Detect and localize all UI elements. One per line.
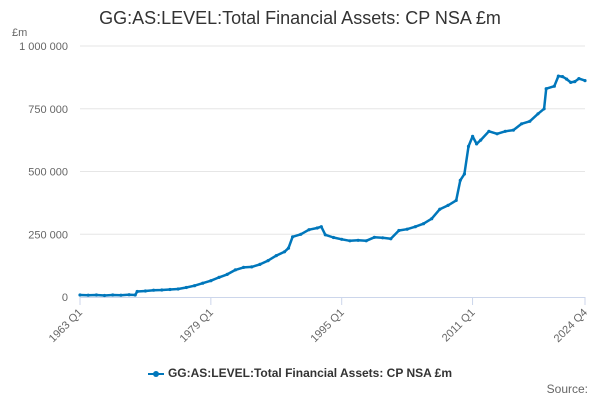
y-tick-label: 250 000: [28, 229, 68, 241]
data-point[interactable]: [135, 289, 139, 294]
data-point[interactable]: [127, 293, 131, 297]
data-point[interactable]: [405, 227, 409, 231]
legend-swatch: [147, 369, 164, 379]
data-point[interactable]: [542, 107, 546, 111]
x-axis: 1963 Q1 1979 Q1 1995 Q1 2011 Q1 2024 Q4: [47, 297, 590, 345]
x-tick-label: 1963 Q1: [47, 307, 85, 345]
data-point[interactable]: [348, 239, 352, 243]
data-point[interactable]: [573, 80, 577, 84]
data-point[interactable]: [274, 254, 278, 258]
data-point[interactable]: [152, 288, 156, 292]
data-point[interactable]: [356, 238, 360, 242]
data-point[interactable]: [565, 77, 569, 81]
y-tick-label: 0: [62, 292, 68, 304]
data-point[interactable]: [381, 236, 385, 240]
data-point[interactable]: [421, 222, 426, 226]
data-point[interactable]: [168, 287, 172, 292]
data-point[interactable]: [184, 285, 188, 290]
source-label: Source:: [546, 382, 588, 396]
data-point[interactable]: [536, 112, 540, 116]
data-point[interactable]: [315, 226, 319, 230]
y-axis: 0 250 000 500 000 750 000 1 000 000: [19, 41, 68, 304]
data-point[interactable]: [475, 142, 479, 146]
data-point[interactable]: [160, 288, 164, 292]
data-point[interactable]: [282, 250, 287, 254]
x-tick-label: 1979 Q1: [178, 307, 216, 345]
data-point[interactable]: [364, 239, 368, 243]
data-point[interactable]: [487, 129, 491, 133]
data-point[interactable]: [495, 132, 499, 136]
data-point[interactable]: [299, 232, 303, 236]
legend[interactable]: GG:AS:LEVEL:Total Financial Assets: CP N…: [0, 366, 600, 380]
data-point[interactable]: [556, 74, 561, 78]
data-point[interactable]: [511, 128, 515, 132]
data-point[interactable]: [307, 228, 311, 232]
data-point[interactable]: [438, 207, 442, 211]
y-axis-unit-label: £m: [12, 27, 27, 39]
data-point[interactable]: [291, 235, 295, 239]
data-point[interactable]: [544, 87, 548, 91]
data-point[interactable]: [466, 144, 471, 148]
grid-lines: [80, 45, 585, 235]
chart-title: GG:AS:LEVEL:Total Financial Assets: CP N…: [99, 8, 501, 28]
data-point[interactable]: [430, 217, 434, 221]
data-point[interactable]: [569, 80, 573, 84]
data-point[interactable]: [192, 284, 197, 288]
data-point[interactable]: [225, 272, 229, 276]
data-point[interactable]: [266, 259, 270, 263]
data-point[interactable]: [286, 246, 291, 250]
data-point[interactable]: [389, 237, 393, 241]
data-point[interactable]: [250, 265, 254, 269]
data-point[interactable]: [583, 79, 587, 83]
data-point[interactable]: [78, 293, 82, 297]
data-point[interactable]: [462, 172, 466, 176]
legend-label: GG:AS:LEVEL:Total Financial Assets: CP N…: [167, 366, 453, 380]
x-tick-label: 2011 Q1: [440, 307, 478, 345]
data-point[interactable]: [340, 237, 344, 241]
data-point[interactable]: [102, 293, 107, 298]
data-point[interactable]: [458, 178, 462, 182]
data-point[interactable]: [446, 203, 450, 207]
data-point[interactable]: [323, 233, 327, 237]
data-point[interactable]: [560, 75, 565, 79]
data-point[interactable]: [233, 268, 237, 272]
series-group: [78, 74, 587, 298]
data-point[interactable]: [413, 225, 417, 229]
data-point[interactable]: [86, 293, 90, 297]
data-point[interactable]: [331, 235, 336, 240]
data-point[interactable]: [471, 134, 475, 138]
data-point[interactable]: [111, 293, 115, 297]
data-point[interactable]: [372, 235, 376, 239]
y-tick-label: 750 000: [28, 104, 68, 116]
data-point[interactable]: [479, 138, 483, 142]
x-tick-label: 2024 Q4: [552, 307, 590, 345]
data-point[interactable]: [119, 293, 123, 297]
data-point[interactable]: [397, 228, 401, 233]
data-point[interactable]: [217, 275, 221, 279]
data-point[interactable]: [258, 262, 262, 266]
y-tick-label: 500 000: [28, 167, 68, 179]
data-point[interactable]: [319, 225, 323, 229]
data-point[interactable]: [520, 122, 524, 126]
data-point[interactable]: [133, 293, 137, 297]
data-point[interactable]: [503, 129, 507, 133]
data-point[interactable]: [94, 293, 98, 297]
data-point[interactable]: [552, 84, 556, 88]
data-point[interactable]: [176, 287, 180, 291]
data-point[interactable]: [209, 279, 213, 283]
y-tick-label: 1 000 000: [19, 41, 68, 53]
data-point[interactable]: [454, 198, 458, 202]
x-tick-label: 1995 Q1: [308, 307, 346, 345]
data-point[interactable]: [528, 119, 532, 123]
data-point[interactable]: [143, 289, 147, 293]
data-point[interactable]: [242, 265, 246, 269]
data-point[interactable]: [577, 77, 581, 81]
data-point[interactable]: [201, 281, 205, 285]
